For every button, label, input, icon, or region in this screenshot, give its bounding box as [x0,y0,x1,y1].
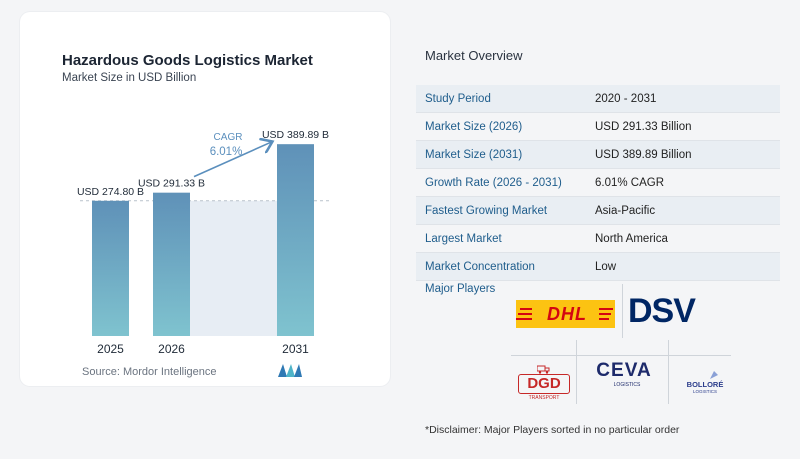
comparison-band [190,200,277,336]
truck-icon [537,365,550,374]
bollore-flag-icon [710,371,718,379]
x-tick-2031: 2031 [282,342,309,356]
overview-label: Market Size (2031) [425,148,523,161]
major-players-title: Major Players [425,283,496,295]
overview-label: Fastest Growing Market [425,204,548,217]
overview-value: USD 389.89 Billion [595,148,692,161]
disclaimer-text: *Disclaimer: Major Players sorted in no … [425,424,680,436]
overview-label: Study Period [425,92,491,105]
overview-label: Market Concentration [425,260,535,273]
ceva-subtitle: LOGISTICS [613,382,641,388]
overview-row: Growth Rate (2026 - 2031) 6.01% CAGR [416,169,780,197]
logo-divider [668,340,669,404]
overview-value: Low [595,260,617,273]
overview-title: Market Overview [425,48,523,63]
overview-value: North America [595,232,668,245]
value-label-2026: USD 291.33 B [138,178,205,190]
overview-value: USD 291.33 Billion [595,120,692,133]
overview-value: 6.01% CAGR [595,176,665,189]
dgd-subtitle: TRANSPORT [528,395,560,401]
logo-divider [511,355,731,356]
bollore-logo: BOLLORÉ LOGISTICS [675,370,735,396]
dgd-wordmark: DGD [518,374,570,394]
value-label-2031: USD 389.89 B [262,129,329,141]
x-tick-2026: 2026 [158,342,185,356]
bar-2025 [92,200,129,336]
logo-divider [622,284,623,338]
dhl-logo: DHL [516,300,615,328]
bar-2031 [277,144,314,336]
dhl-wordmark: DHL [547,304,587,324]
overview-label: Market Size (2026) [425,120,523,133]
cagr-value: 6.01% [210,146,243,158]
x-tick-2025: 2025 [97,342,124,356]
dhl-stripes-icon [516,308,613,320]
value-label-2025: USD 274.80 B [77,186,144,198]
bollore-wordmark: BOLLORÉ [686,380,724,389]
ceva-wordmark: CEVA [596,360,652,381]
bar-2026 [153,192,190,336]
overview-label: Largest Market [425,232,502,245]
overview-row: Largest Market North America [416,225,780,253]
overview-table: Study Period 2020 - 2031 Market Size (20… [416,85,780,281]
cagr-arrow [193,142,271,178]
ceva-logo: CEVA LOGISTICS [587,360,661,388]
overview-value: 2020 - 2031 [595,92,657,105]
chart-subtitle: Market Size in USD Billion [62,72,197,84]
bollore-subtitle: LOGISTICS [692,389,717,394]
mordor-logo-icon [278,364,302,377]
logo-divider [576,340,577,404]
overview-value: Asia-Pacific [595,204,656,217]
overview-row: Market Concentration Low [416,253,780,281]
dsv-logo: DSV [628,292,696,330]
overview-row: Fastest Growing Market Asia-Pacific [416,197,780,225]
dgd-logo: DGD TRANSPORT [518,364,570,404]
bar-chart: USD 274.80 B 2025 USD 291.33 B 2026 USD 389.… [77,129,330,356]
cagr-label: CAGR [214,132,243,143]
overview-label: Growth Rate (2026 - 2031) [425,176,562,189]
overview-row: Study Period 2020 - 2031 [416,85,780,113]
source-note: Source: Mordor Intelligence [82,366,217,378]
chart-title: Hazardous Goods Logistics Market [62,52,313,69]
overview-row: Market Size (2031) USD 389.89 Billion [416,141,780,169]
overview-row: Market Size (2026) USD 291.33 Billion [416,113,780,141]
